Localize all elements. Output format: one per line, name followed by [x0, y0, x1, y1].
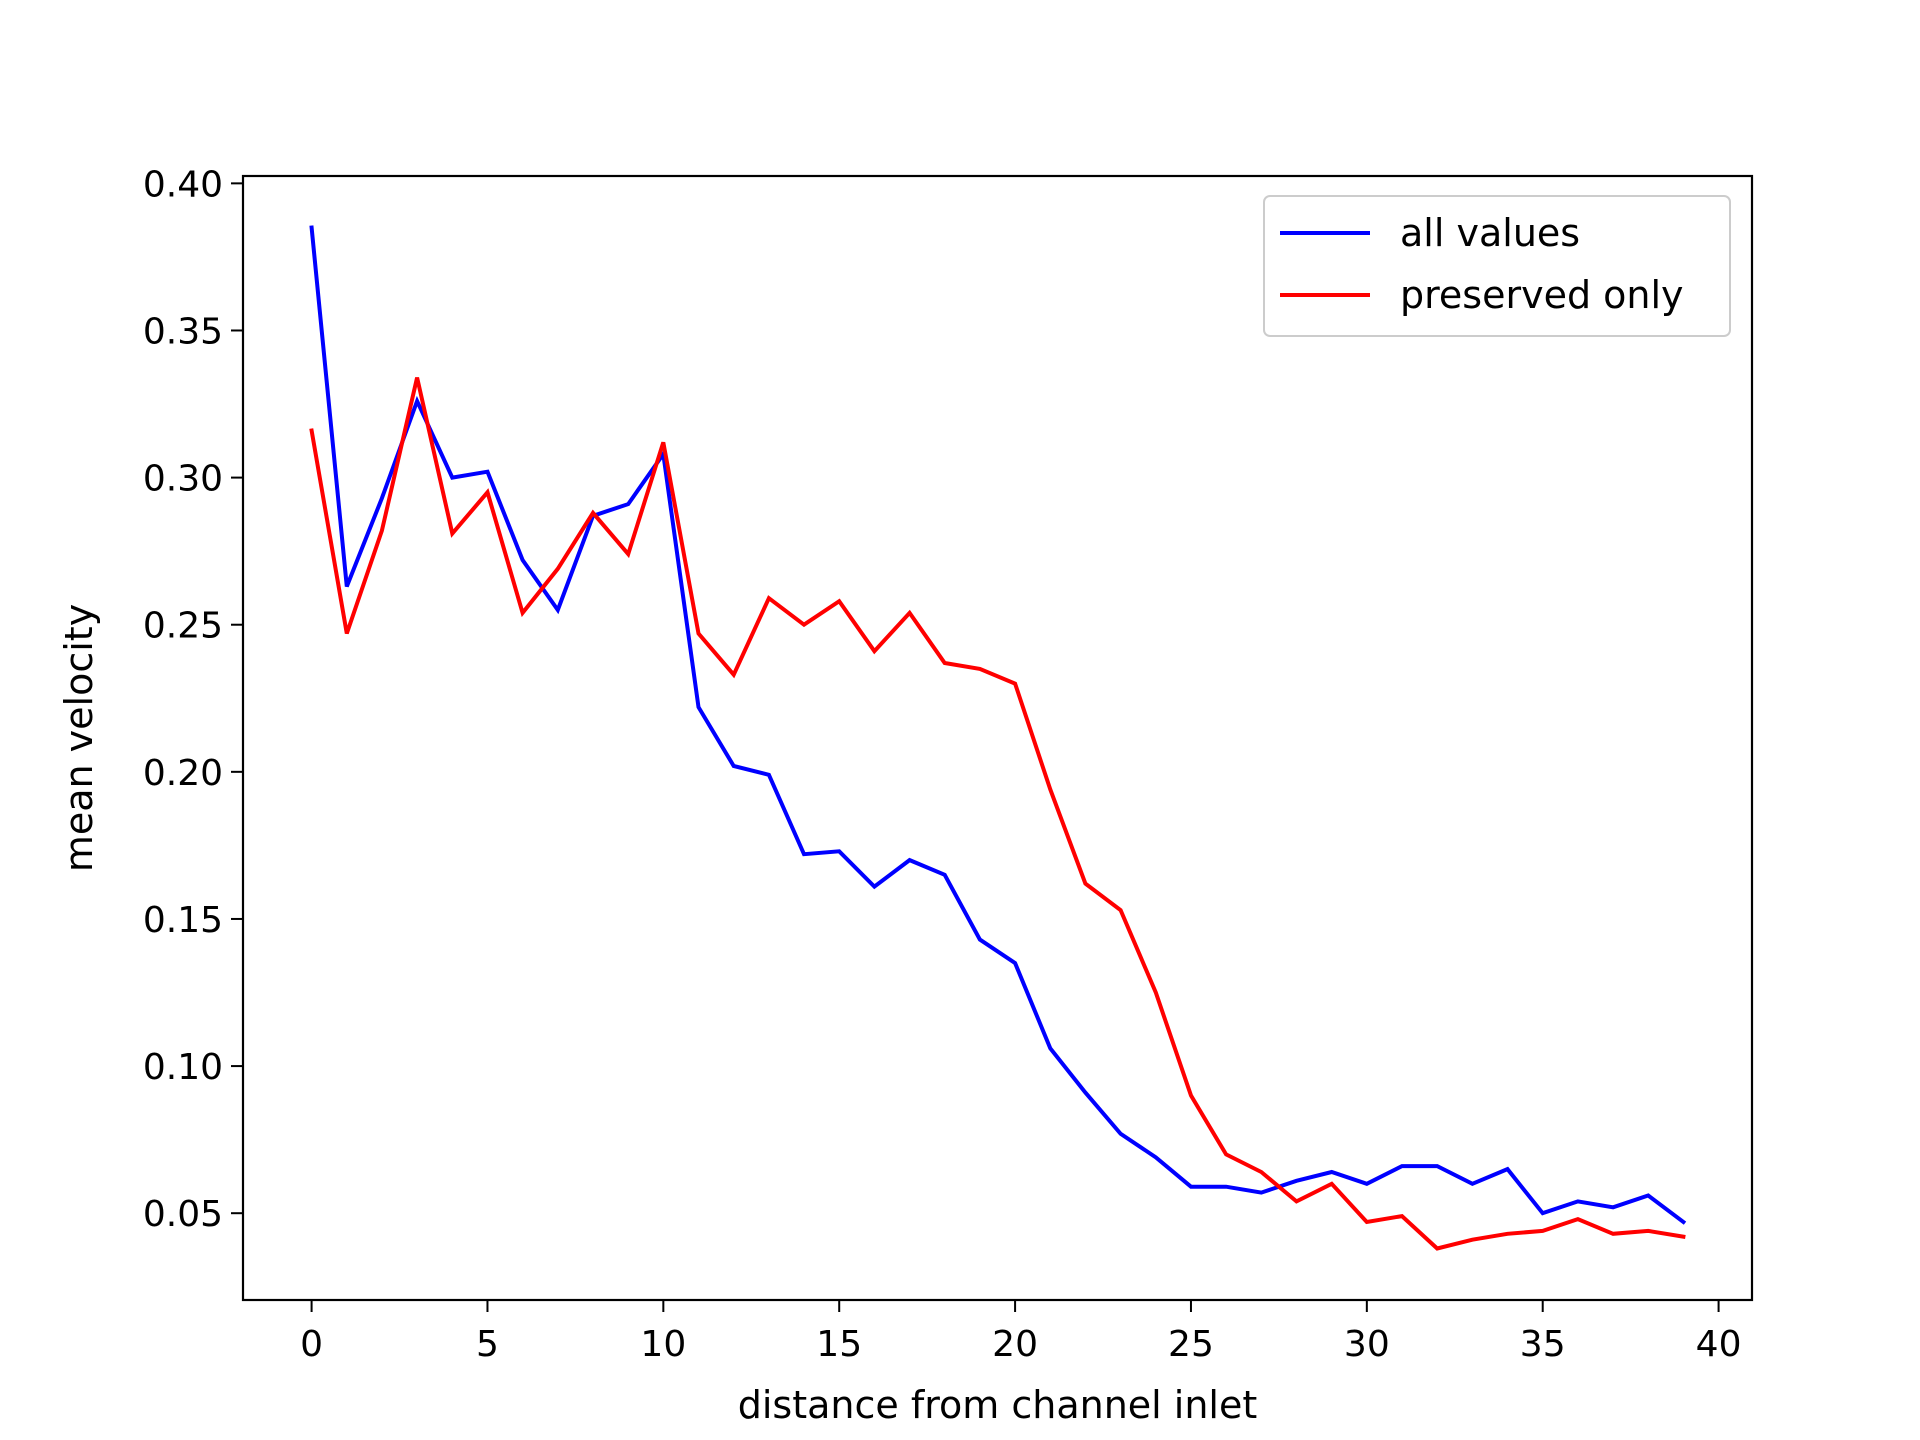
y-axis-title: mean velocity [57, 604, 101, 872]
x-tick-label: 40 [1696, 1324, 1742, 1365]
series-line-all-values [309, 225, 1687, 1225]
legend-label-preserved-only: preserved only [1400, 273, 1684, 317]
x-tick-label: 30 [1344, 1324, 1390, 1365]
series-layer [309, 225, 1687, 1251]
x-tick-label: 0 [300, 1324, 323, 1365]
legend-box [1263, 195, 1731, 337]
x-axis-ticks: 0 5 10 15 20 25 30 35 40 [300, 1300, 1741, 1365]
y-tick-label: 0.20 [143, 753, 223, 794]
y-tick-label: 0.40 [143, 164, 223, 205]
plot-area [243, 176, 1752, 1300]
y-tick-label: 0.05 [143, 1194, 223, 1235]
y-tick-label: 0.15 [143, 900, 223, 941]
y-tick-label: 0.10 [143, 1047, 223, 1088]
y-tick-label: 0.25 [143, 606, 223, 647]
x-tick-label: 25 [1168, 1324, 1214, 1365]
y-tick-label: 0.35 [143, 311, 223, 352]
y-tick-label: 0.30 [143, 459, 223, 500]
legend: all values preserved only [1263, 195, 1731, 337]
x-tick-label: 10 [640, 1324, 686, 1365]
x-tick-label: 35 [1520, 1324, 1566, 1365]
x-tick-label: 20 [992, 1324, 1038, 1365]
legend-label-all-values: all values [1400, 211, 1580, 255]
x-tick-label: 5 [476, 1324, 499, 1365]
x-axis-title: distance from channel inlet [738, 1383, 1258, 1427]
y-axis-ticks: 0.05 0.10 0.15 0.20 0.25 0.30 0.35 0.40 [143, 164, 243, 1235]
x-tick-label: 15 [816, 1324, 862, 1365]
plot-frame [241, 174, 1754, 1302]
series-line-preserved-only [309, 377, 1686, 1251]
